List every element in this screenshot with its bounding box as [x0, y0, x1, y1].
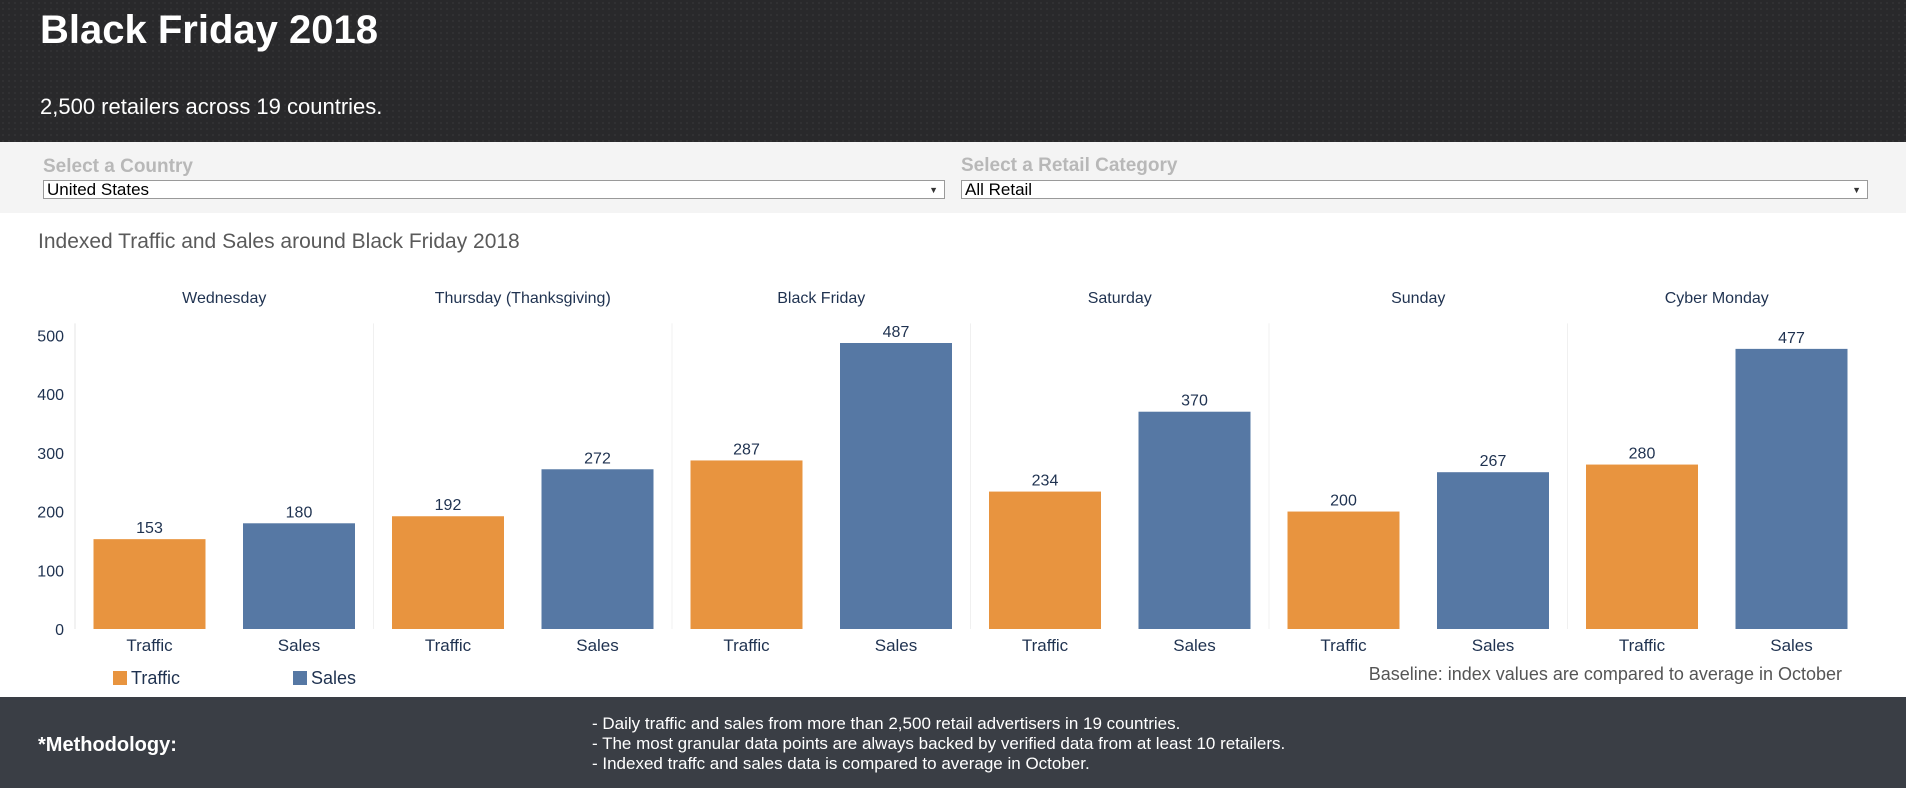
header-banner: Black Friday 2018 2,500 retailers across…: [0, 0, 1906, 142]
x-tick-label: Traffic: [126, 636, 173, 655]
bar-traffic: [690, 460, 803, 629]
methodology-note: - The most granular data points are alwa…: [592, 734, 1286, 753]
sales-swatch: [293, 671, 307, 685]
data-label: 477: [1778, 330, 1805, 347]
country-filter-label: Select a Country: [43, 156, 193, 177]
methodology-note: - Indexed traffc and sales data is compa…: [592, 754, 1090, 773]
data-label: 192: [435, 497, 462, 514]
chevron-down-icon: ▼: [929, 185, 938, 195]
x-tick-label: Traffic: [1320, 636, 1367, 655]
legend-traffic-label: Traffic: [131, 668, 181, 688]
data-label: 180: [286, 504, 313, 521]
bar-traffic: [1287, 511, 1400, 629]
day-header-label: Sunday: [1391, 290, 1445, 307]
data-label: 280: [1629, 446, 1656, 463]
methodology-notes: - Daily traffic and sales from more than…: [592, 714, 1285, 774]
x-tick-label: Traffic: [425, 636, 472, 655]
y-tick-label: 0: [55, 622, 64, 639]
country-select-value: United States: [47, 180, 150, 199]
bar-chart: 0 100 200 300 400 500 Wednesday 153 Traffic 180 Sa…: [37, 290, 1848, 655]
bar-sales: [1138, 411, 1251, 629]
data-label: 272: [584, 450, 611, 467]
day-header-label: Saturday: [1088, 290, 1152, 307]
bar-sales: [243, 523, 355, 629]
y-tick-label: 300: [37, 446, 64, 463]
y-tick-label: 400: [37, 387, 64, 404]
filter-bar: Select a Country United States ▼ Select …: [0, 142, 1906, 213]
country-select[interactable]: United States ▼: [43, 180, 945, 199]
day-header-label: Wednesday: [182, 290, 266, 307]
legend-item-sales[interactable]: Sales: [293, 668, 356, 689]
footer: *Methodology: - Daily traffic and sales …: [0, 697, 1906, 788]
methodology-label: *Methodology:: [38, 734, 177, 756]
bar-traffic: [392, 516, 504, 629]
y-tick-label: 200: [37, 505, 64, 522]
chevron-down-icon: ▼: [1852, 185, 1861, 195]
x-tick-label: Sales: [1173, 636, 1216, 655]
bar-sales: [541, 469, 654, 629]
x-tick-label: Traffic: [1022, 636, 1069, 655]
chart-title: Indexed Traffic and Sales around Black F…: [38, 230, 520, 253]
y-tick-label: 100: [37, 563, 64, 580]
bar-sales: [1735, 348, 1848, 629]
x-tick-label: Sales: [576, 636, 619, 655]
data-label: 234: [1032, 473, 1059, 490]
x-tick-label: Sales: [875, 636, 918, 655]
data-label: 267: [1480, 453, 1507, 470]
methodology-note: - Daily traffic and sales from more than…: [592, 714, 1181, 733]
x-tick-label: Sales: [1472, 636, 1515, 655]
data-label: 287: [733, 441, 760, 458]
day-header-label: Thursday (Thanksgiving): [435, 290, 611, 307]
bar-sales: [840, 343, 952, 629]
legend-sales-label: Sales: [311, 668, 357, 688]
data-label: 200: [1330, 493, 1357, 510]
x-tick-label: Sales: [278, 636, 321, 655]
data-label: 487: [883, 324, 910, 341]
category-select[interactable]: All Retail ▼: [961, 180, 1868, 199]
x-tick-label: Traffic: [1619, 636, 1666, 655]
bar-traffic: [93, 539, 206, 629]
bar-sales: [1437, 472, 1549, 629]
category-filter-label: Select a Retail Category: [961, 155, 1178, 176]
legend-item-traffic[interactable]: Traffic: [113, 668, 180, 689]
day-header-label: Cyber Monday: [1665, 290, 1769, 307]
y-tick-label: 500: [37, 328, 64, 345]
traffic-swatch: [113, 671, 127, 685]
day-header-label: Black Friday: [777, 290, 865, 307]
page-subtitle: 2,500 retailers across 19 countries.: [40, 94, 383, 119]
data-label: 153: [136, 520, 163, 537]
x-tick-label: Sales: [1770, 636, 1813, 655]
data-label: 370: [1181, 393, 1208, 410]
bar-traffic: [1586, 464, 1698, 629]
x-tick-label: Traffic: [723, 636, 770, 655]
bar-traffic: [989, 491, 1101, 629]
category-select-value: All Retail: [965, 180, 1033, 199]
baseline-note: Baseline: index values are compared to a…: [1368, 664, 1842, 684]
page-title: Black Friday 2018: [40, 8, 378, 52]
